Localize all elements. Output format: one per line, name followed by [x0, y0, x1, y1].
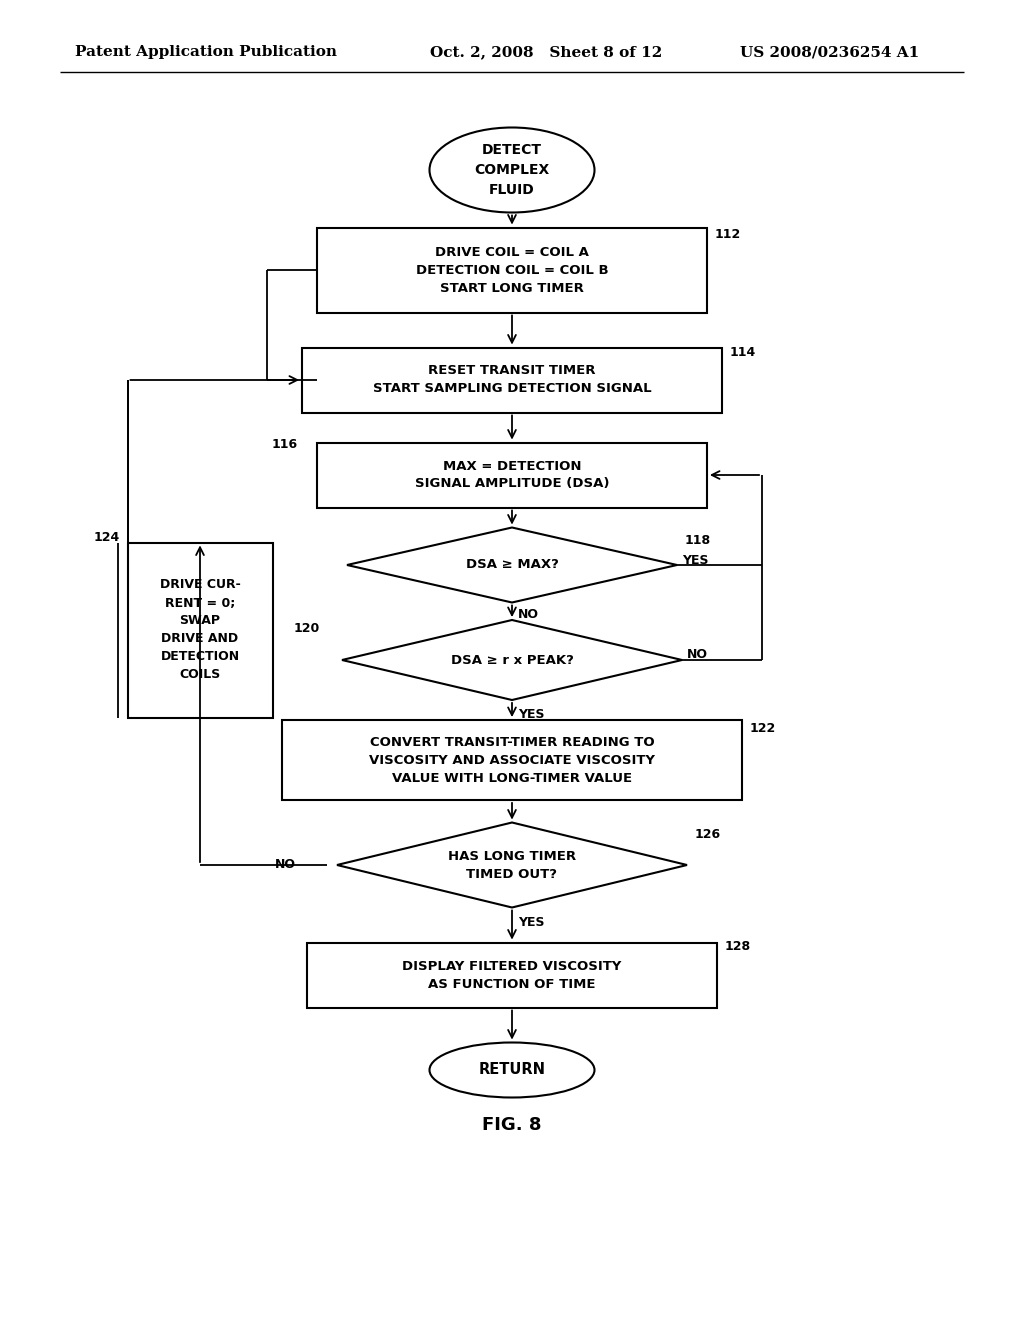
- Text: Oct. 2, 2008   Sheet 8 of 12: Oct. 2, 2008 Sheet 8 of 12: [430, 45, 663, 59]
- Polygon shape: [342, 620, 682, 700]
- Text: YES: YES: [518, 916, 545, 929]
- Text: NO: NO: [275, 858, 296, 871]
- Text: 118: 118: [685, 533, 711, 546]
- FancyBboxPatch shape: [317, 442, 707, 507]
- Text: DSA ≥ r x PEAK?: DSA ≥ r x PEAK?: [451, 653, 573, 667]
- Text: RESET TRANSIT TIMER
START SAMPLING DETECTION SIGNAL: RESET TRANSIT TIMER START SAMPLING DETEC…: [373, 364, 651, 396]
- Text: YES: YES: [518, 708, 545, 721]
- Text: MAX = DETECTION
SIGNAL AMPLITUDE (DSA): MAX = DETECTION SIGNAL AMPLITUDE (DSA): [415, 459, 609, 491]
- Text: 116: 116: [272, 438, 298, 451]
- Text: 114: 114: [730, 346, 757, 359]
- Polygon shape: [337, 822, 687, 908]
- Text: FIG. 8: FIG. 8: [482, 1115, 542, 1134]
- Text: HAS LONG TIMER
TIMED OUT?: HAS LONG TIMER TIMED OUT?: [447, 850, 577, 880]
- Text: 126: 126: [695, 829, 721, 842]
- Text: 128: 128: [725, 940, 752, 953]
- Text: YES: YES: [682, 553, 709, 566]
- Text: 120: 120: [294, 622, 321, 635]
- Text: US 2008/0236254 A1: US 2008/0236254 A1: [740, 45, 920, 59]
- Text: DRIVE COIL = COIL A
DETECTION COIL = COIL B
START LONG TIMER: DRIVE COIL = COIL A DETECTION COIL = COI…: [416, 246, 608, 294]
- Text: DISPLAY FILTERED VISCOSITY
AS FUNCTION OF TIME: DISPLAY FILTERED VISCOSITY AS FUNCTION O…: [402, 960, 622, 990]
- Ellipse shape: [429, 1043, 595, 1097]
- FancyBboxPatch shape: [302, 347, 722, 412]
- Ellipse shape: [429, 128, 595, 213]
- Text: RETURN: RETURN: [478, 1063, 546, 1077]
- FancyBboxPatch shape: [317, 227, 707, 313]
- Text: CONVERT TRANSIT-TIMER READING TO
VISCOSITY AND ASSOCIATE VISCOSITY
VALUE WITH LO: CONVERT TRANSIT-TIMER READING TO VISCOSI…: [369, 735, 655, 784]
- Polygon shape: [347, 528, 677, 602]
- Text: Patent Application Publication: Patent Application Publication: [75, 45, 337, 59]
- Text: DETECT
COMPLEX
FLUID: DETECT COMPLEX FLUID: [474, 144, 550, 197]
- Text: NO: NO: [687, 648, 708, 661]
- FancyBboxPatch shape: [128, 543, 272, 718]
- Text: 122: 122: [750, 722, 776, 734]
- FancyBboxPatch shape: [282, 719, 742, 800]
- Text: DSA ≥ MAX?: DSA ≥ MAX?: [466, 558, 558, 572]
- Text: DRIVE CUR-
RENT = 0;
SWAP
DRIVE AND
DETECTION
COILS: DRIVE CUR- RENT = 0; SWAP DRIVE AND DETE…: [160, 578, 241, 681]
- Text: 124: 124: [93, 531, 120, 544]
- Text: NO: NO: [518, 609, 539, 620]
- FancyBboxPatch shape: [307, 942, 717, 1007]
- Text: 112: 112: [715, 228, 741, 242]
